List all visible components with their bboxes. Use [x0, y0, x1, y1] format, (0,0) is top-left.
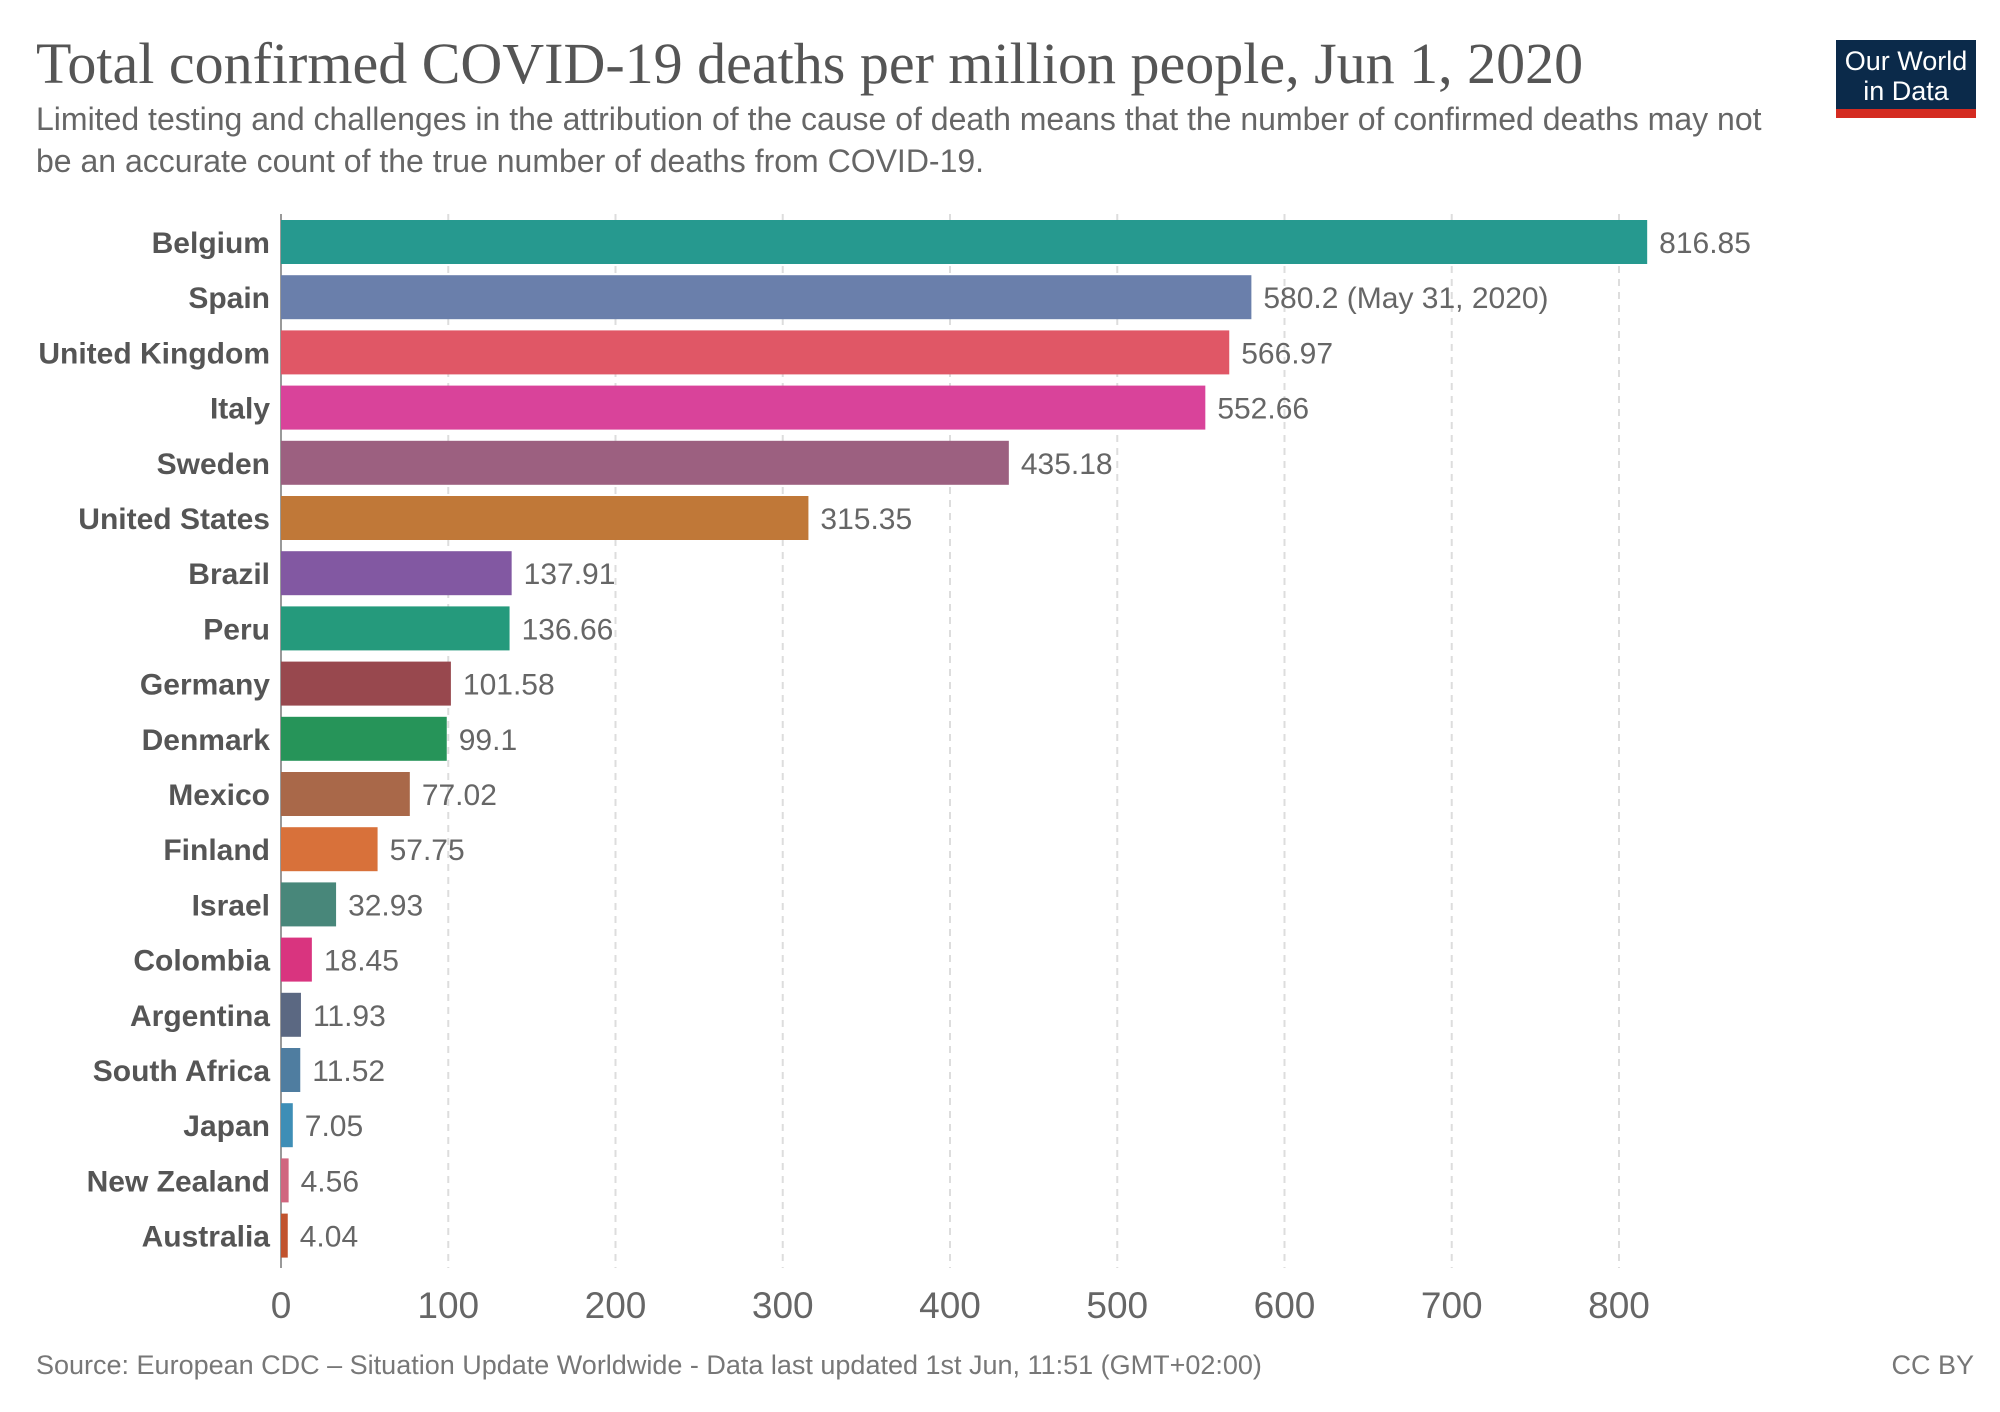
- value-label: 580.2 (May 31, 2020): [1263, 282, 1548, 315]
- chart-title: Total confirmed COVID-19 deaths per mill…: [36, 31, 1584, 96]
- value-label: 11.52: [312, 1055, 385, 1088]
- bar: [281, 827, 378, 872]
- owid-logo[interactable]: Our World in Data: [1836, 40, 1976, 118]
- value-label: 566.97: [1241, 337, 1333, 370]
- value-label: 57.75: [390, 834, 465, 867]
- x-tick-label: 300: [752, 1285, 814, 1326]
- x-tick-label: 500: [1086, 1285, 1148, 1326]
- value-label: 137.91: [524, 558, 616, 591]
- value-label: 77.02: [422, 779, 497, 812]
- x-tick-label: 0: [271, 1285, 292, 1326]
- bar: [281, 661, 451, 706]
- x-tick-label: 400: [919, 1285, 981, 1326]
- value-label: 552.66: [1217, 393, 1309, 426]
- logo-line-1: Our World: [1844, 46, 1968, 76]
- category-label: Argentina: [130, 1000, 270, 1033]
- category-label: New Zealand: [87, 1165, 270, 1198]
- license-link[interactable]: CC BY: [1891, 1350, 1974, 1380]
- value-label: 816.85: [1659, 227, 1751, 260]
- x-tick-label: 800: [1588, 1285, 1650, 1326]
- category-label: Finland: [163, 834, 270, 867]
- value-label: 11.93: [313, 1000, 386, 1033]
- category-label: Peru: [203, 613, 270, 646]
- x-tick-label: 100: [417, 1285, 479, 1326]
- category-label: Japan: [183, 1110, 270, 1143]
- value-label: 136.66: [522, 613, 614, 646]
- category-label: United States: [78, 503, 270, 536]
- x-axis: 0 100 200 300 400 500 600 700 800: [271, 1285, 1650, 1326]
- value-label: 18.45: [324, 945, 399, 978]
- bar: [281, 606, 510, 651]
- bar: [281, 220, 1648, 264]
- bar: [281, 330, 1230, 375]
- category-label: Australia: [142, 1221, 271, 1254]
- value-labels: 816.85 580.2 (May 31, 2020) 566.97 552.66 43…: [300, 227, 1751, 1254]
- x-tick-label: 200: [585, 1285, 647, 1326]
- bar: [281, 385, 1206, 430]
- value-label: 315.35: [820, 503, 912, 536]
- category-label: Belgium: [152, 227, 270, 260]
- x-tick-label: 600: [1254, 1285, 1316, 1326]
- bar: [281, 1213, 288, 1258]
- category-label: Israel: [192, 889, 270, 922]
- category-label: Germany: [140, 669, 270, 702]
- value-label: 4.56: [301, 1165, 359, 1198]
- bar: [281, 1103, 293, 1148]
- x-tick-label: 700: [1421, 1285, 1483, 1326]
- bar: [281, 440, 1009, 485]
- value-label: 435.18: [1021, 448, 1113, 481]
- chart-subtitle: Limited testing and challenges in the at…: [36, 101, 1762, 179]
- bar: [281, 882, 337, 927]
- bar: [281, 496, 809, 540]
- bar: [281, 551, 512, 596]
- category-labels: Belgium Spain United Kingdom Italy Sweden Uni…: [38, 227, 270, 1254]
- category-label: Denmark: [142, 724, 271, 757]
- bar: [281, 992, 301, 1037]
- category-label: South Africa: [93, 1055, 271, 1088]
- bar: [281, 1048, 301, 1092]
- value-label: 99.1: [459, 724, 517, 757]
- bar: [281, 1158, 289, 1203]
- category-label: Brazil: [188, 558, 270, 591]
- bar: [281, 772, 410, 816]
- category-label: Colombia: [133, 945, 270, 978]
- category-label: Spain: [188, 282, 270, 315]
- value-label: 7.05: [305, 1110, 363, 1143]
- value-label: 32.93: [348, 889, 423, 922]
- logo-line-2: in Data: [1863, 76, 1949, 106]
- category-label: Sweden: [157, 448, 270, 481]
- source-note: Source: European CDC – Situation Update …: [36, 1350, 1262, 1380]
- value-label: 4.04: [300, 1221, 358, 1254]
- category-label: United Kingdom: [38, 337, 270, 370]
- bars: [281, 220, 1648, 1258]
- bar: [281, 716, 447, 761]
- value-label: 101.58: [463, 669, 555, 702]
- bar: [281, 937, 312, 982]
- category-label: Italy: [210, 393, 270, 426]
- bar: [281, 275, 1252, 320]
- category-label: Mexico: [168, 779, 270, 812]
